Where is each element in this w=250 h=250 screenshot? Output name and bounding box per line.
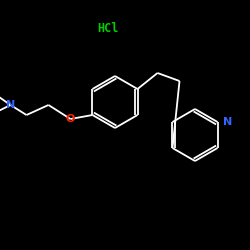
Text: O: O [66, 114, 75, 124]
Text: N: N [222, 117, 232, 127]
Text: N: N [6, 100, 15, 110]
Text: HCl: HCl [97, 22, 119, 35]
